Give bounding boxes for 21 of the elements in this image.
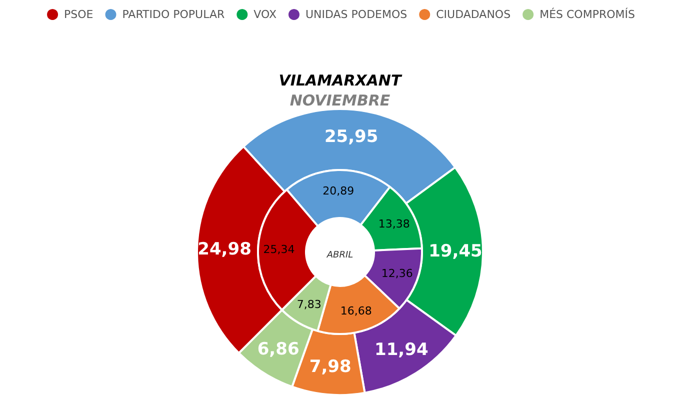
data-label: 11,94 xyxy=(374,340,428,360)
text: VILAMARXANT xyxy=(278,72,403,90)
legend-label: MÉS COMPROMÍS xyxy=(540,7,635,21)
data-label: 7,83 xyxy=(296,298,322,312)
data-label: 24,98 xyxy=(198,239,252,260)
data-label: 25,34 xyxy=(263,243,295,256)
data-label: 20,89 xyxy=(322,184,354,198)
slice-label: ABRIL xyxy=(326,250,354,260)
legend-label: UNIDAS PODEMOS xyxy=(305,8,408,21)
slice-label: NOVIEMBRE xyxy=(290,92,391,110)
data-label: 25,95 xyxy=(324,127,378,148)
legend-label: CIUDADANOS xyxy=(436,8,511,21)
legend-label: PSOE xyxy=(64,8,94,21)
data-label: 7,98 xyxy=(309,357,352,378)
data-label: 19,45 xyxy=(428,241,482,262)
data-label: 13,38 xyxy=(378,217,410,230)
data-label: 6,86 xyxy=(257,340,300,360)
legend-label: VOX xyxy=(254,8,277,21)
legend-label: PARTIDO POPULAR xyxy=(122,8,226,21)
data-label: 16,68 xyxy=(340,304,372,318)
data-label: 12,36 xyxy=(381,266,413,280)
